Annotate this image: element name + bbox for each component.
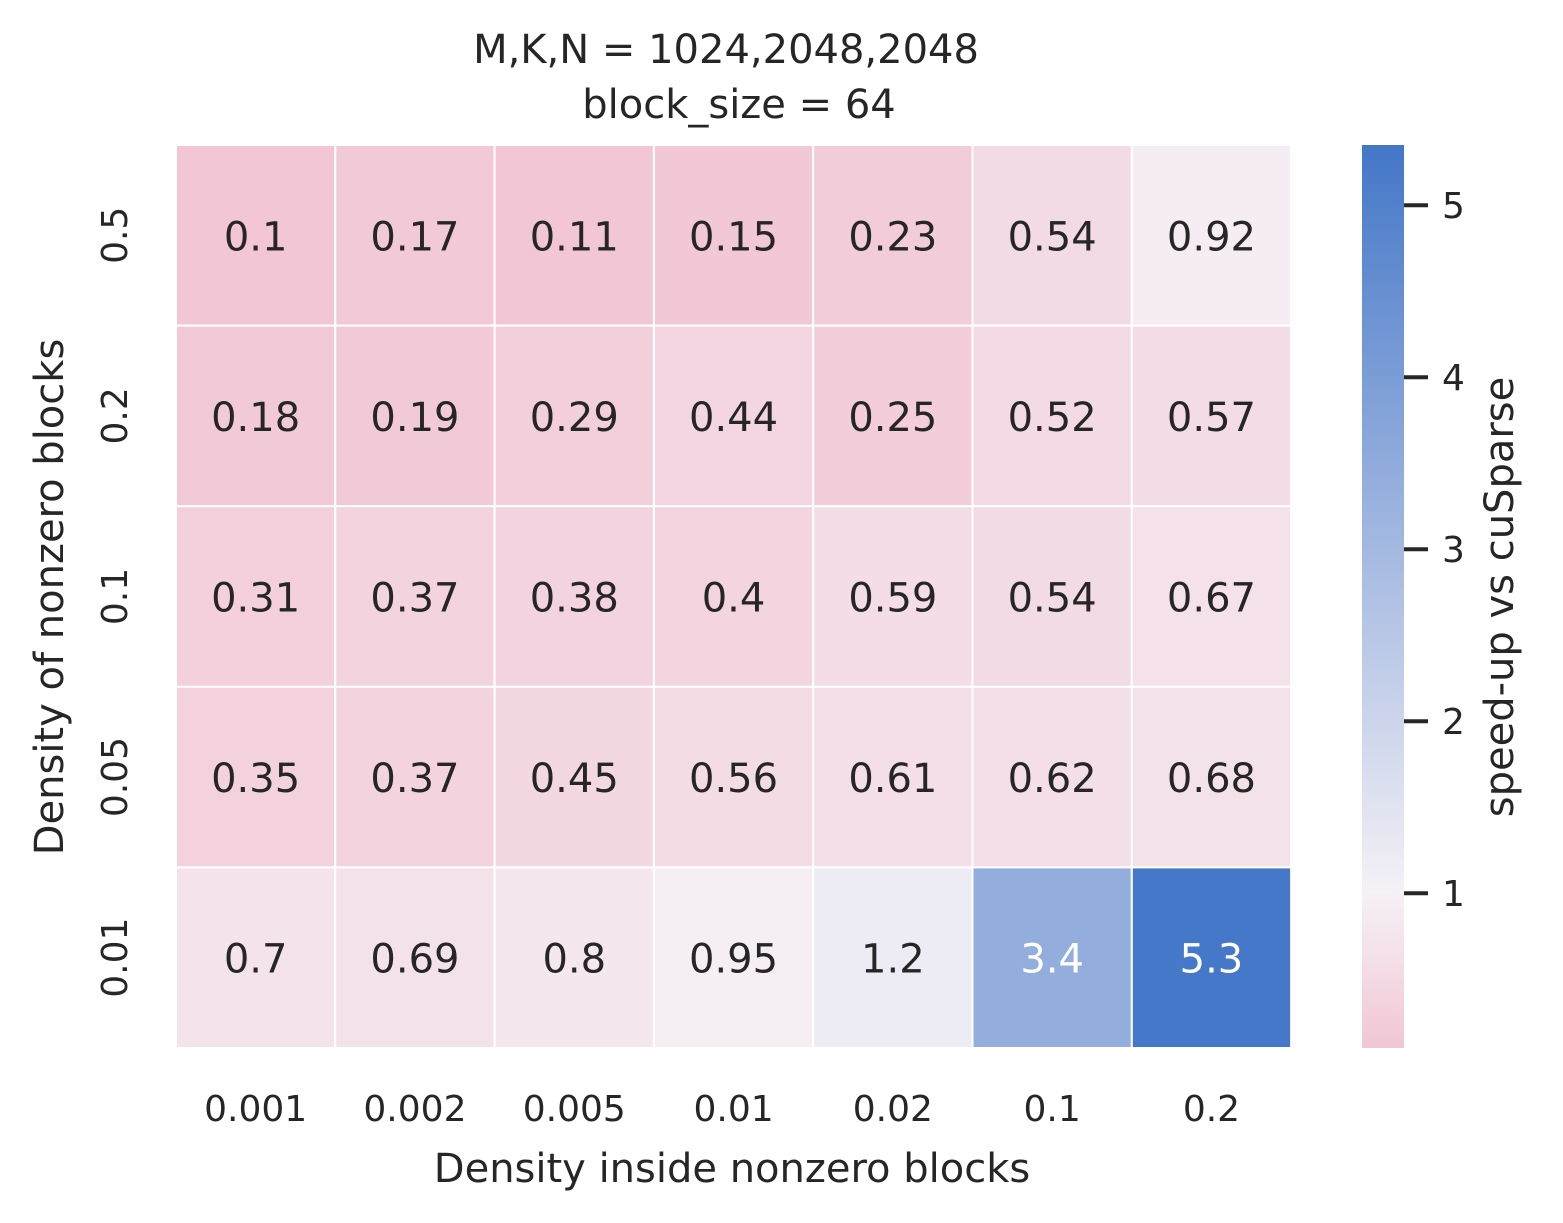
cell-value-label: 0.29 <box>530 395 619 441</box>
x-axis-tick-labels: 0.001 0.002 0.005 0.01 0.02 0.1 0.2 <box>204 1089 1240 1130</box>
cell-value-label: 3.4 <box>1020 937 1084 983</box>
y-tick-label: 0.2 <box>95 387 136 444</box>
heatmap-cell <box>652 685 815 869</box>
cell-value-label: 0.7 <box>224 937 288 983</box>
heatmap-cell <box>175 324 337 508</box>
colorbar-ticks: 1 2 3 4 5 <box>1404 186 1465 915</box>
cell-value-label: 0.54 <box>1008 576 1097 622</box>
heatmap-cell <box>971 685 1133 869</box>
cell-value-label: 0.4 <box>702 576 766 622</box>
x-tick-label: 0.01 <box>693 1089 773 1130</box>
y-tick-label: 0.01 <box>95 918 136 998</box>
x-tick-label: 0.1 <box>1024 1089 1081 1130</box>
heatmap-cell <box>1130 324 1293 508</box>
cell-value-label: 0.56 <box>689 756 778 802</box>
cell-value-label: 0.52 <box>1008 395 1097 441</box>
cell-value-label: 0.8 <box>542 937 606 983</box>
cell-value-label: 0.38 <box>530 576 619 622</box>
cell-value-label: 0.62 <box>1008 756 1097 802</box>
heatmap-cell <box>493 324 655 508</box>
heatmap-cell <box>493 505 655 688</box>
heatmap-cells <box>175 144 1293 1050</box>
heatmap-cell <box>1130 685 1293 869</box>
cell-value-label: 0.15 <box>689 214 778 260</box>
cell-value-label: 0.68 <box>1167 756 1256 802</box>
x-tick-label: 0.002 <box>363 1089 466 1130</box>
chart-subtitle: block_size = 64 <box>582 82 896 128</box>
heatmap-cell <box>334 144 496 327</box>
heatmap-cell <box>971 505 1133 688</box>
colorbar-tick-label: 2 <box>1442 702 1465 743</box>
heatmap-cell <box>652 505 815 688</box>
x-tick-label: 0.2 <box>1183 1089 1240 1130</box>
cell-value-label: 0.37 <box>370 756 459 802</box>
cell-value-label: 0.31 <box>211 576 300 622</box>
heatmap-cell-labels: 0.1 0.17 0.11 0.15 0.23 0.54 0.92 0.18 0.19 0.29 0… <box>211 214 1256 982</box>
heatmap-cell <box>493 866 655 1050</box>
y-axis-label: Density of nonzero blocks <box>27 339 73 856</box>
cell-value-label: 0.1 <box>224 214 288 260</box>
cell-value-label: 0.61 <box>848 756 937 802</box>
colorbar-tick-label: 4 <box>1442 358 1465 399</box>
cell-value-label: 0.92 <box>1167 214 1256 260</box>
cell-value-label: 0.57 <box>1167 395 1256 441</box>
colorbar-tick-label: 3 <box>1442 530 1465 571</box>
cell-value-label: 0.11 <box>530 214 619 260</box>
cell-value-label: 0.67 <box>1167 576 1256 622</box>
heatmap-cell <box>812 144 974 327</box>
cell-value-label: 0.17 <box>370 214 459 260</box>
heatmap-cell <box>812 505 974 688</box>
cell-value-label: 0.18 <box>211 395 300 441</box>
cell-value-label: 0.44 <box>689 395 778 441</box>
cell-value-label: 0.45 <box>530 756 619 802</box>
cell-value-label: 5.3 <box>1180 937 1244 983</box>
heatmap-cell <box>971 144 1133 327</box>
y-tick-label: 0.5 <box>95 207 136 264</box>
cell-value-label: 1.2 <box>861 937 925 983</box>
colorbar-label: speed-up vs cuSparse <box>1477 377 1523 818</box>
cell-value-label: 0.37 <box>370 576 459 622</box>
heatmap-cell <box>175 144 337 327</box>
colorbar <box>1362 145 1404 1048</box>
x-axis-label: Density inside nonzero blocks <box>434 1146 1030 1192</box>
heatmap-cell <box>175 866 337 1050</box>
cell-value-label: 0.23 <box>848 214 937 260</box>
heatmap-cell <box>971 866 1133 1050</box>
heatmap-cell <box>1130 505 1293 688</box>
cell-value-label: 0.59 <box>848 576 937 622</box>
heatmap-cell <box>971 324 1133 508</box>
cell-value-label: 0.95 <box>689 937 778 983</box>
heatmap-cell <box>334 685 496 869</box>
cell-value-label: 0.19 <box>370 395 459 441</box>
x-tick-label: 0.02 <box>853 1089 933 1130</box>
heatmap-cell <box>175 685 337 869</box>
colorbar-tick-label: 1 <box>1442 874 1465 915</box>
heatmap-cell <box>493 144 655 327</box>
heatmap-cell <box>1130 866 1293 1050</box>
y-tick-label: 0.05 <box>95 737 136 817</box>
cell-value-label: 0.69 <box>370 937 459 983</box>
colorbar-tick-label: 5 <box>1442 186 1465 227</box>
cell-value-label: 0.35 <box>211 756 300 802</box>
heatmap-cell <box>334 505 496 688</box>
y-axis-tick-labels: 0.5 0.2 0.1 0.05 0.01 <box>95 207 136 998</box>
y-tick-label: 0.1 <box>95 568 136 625</box>
x-tick-label: 0.005 <box>523 1089 626 1130</box>
heatmap-cell <box>652 144 815 327</box>
heatmap-cell <box>812 324 974 508</box>
chart-title: M,K,N = 1024,2048,2048 <box>473 27 979 73</box>
cell-value-label: 0.25 <box>848 395 937 441</box>
x-tick-label: 0.001 <box>204 1089 307 1130</box>
cell-value-label: 0.54 <box>1008 214 1097 260</box>
